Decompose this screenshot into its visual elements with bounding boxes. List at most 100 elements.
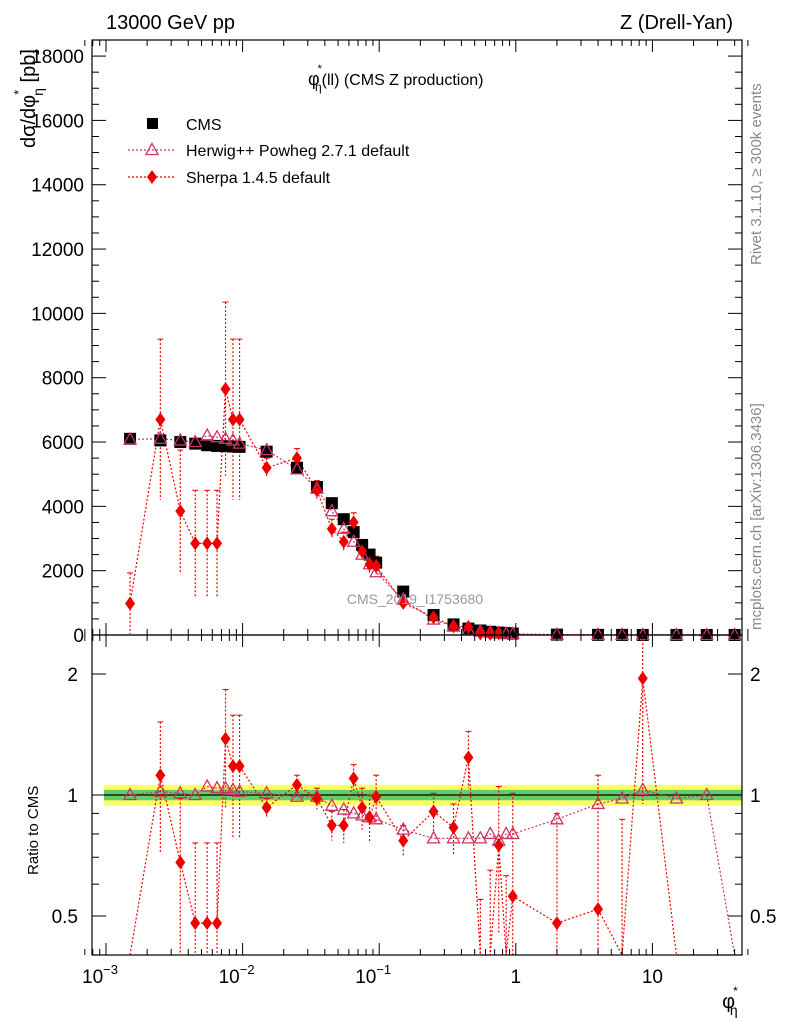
legend-entry-herwig: Herwig++ Powheg 2.7.1 default	[128, 142, 410, 160]
main-herwig-point	[209, 429, 225, 443]
ratio-sherpa-point	[220, 731, 231, 746]
ratio-sherpa-point	[202, 916, 213, 931]
main-herwig-point	[173, 432, 188, 446]
ratio-sherpa-point	[348, 771, 359, 786]
main-sherpa-point	[485, 626, 496, 641]
legend-label-sherpa: Sherpa 1.4.5 default	[186, 170, 331, 187]
ratio-herwig-point	[473, 830, 488, 844]
ratio-herwig-point	[232, 783, 247, 797]
x-tick-label: 10−3	[82, 962, 118, 988]
ratio-sherpa-point	[234, 759, 245, 774]
main-sherpa-point	[357, 544, 368, 559]
ratio-herwig-point	[355, 807, 370, 821]
main-sherpa-point	[326, 521, 337, 536]
legend-entry-sherpa: Sherpa 1.4.5 default	[128, 170, 331, 187]
main-cms-point	[397, 585, 410, 598]
main-sherpa-point	[338, 534, 349, 549]
ratio-sherpa-point	[637, 671, 648, 686]
main-herwig-point	[122, 431, 138, 445]
main-y-tick-label: 4000	[42, 497, 84, 518]
ratio-herwig-line	[129, 785, 736, 956]
ratio-herwig-point	[122, 787, 138, 801]
analysis-watermark: CMS_2019_I1753680	[347, 591, 483, 607]
ratio-herwig-point	[218, 780, 233, 794]
ratio-herwig-point	[426, 830, 441, 844]
ratio-sherpa-point	[311, 791, 322, 806]
main-sherpa-point	[202, 536, 213, 551]
ratio-sherpa-line	[129, 678, 735, 958]
ratio-sherpa-point	[155, 768, 166, 783]
main-cms-point	[337, 513, 350, 526]
ratio-herwig-point	[209, 780, 225, 794]
main-sherpa-point	[212, 536, 223, 551]
ratio-y-tick-label-left: 2	[67, 665, 78, 686]
ratio-y-axis-label: Ratio to CMS	[25, 786, 42, 875]
main-sherpa-point	[234, 412, 245, 427]
header-left-text: 13000 GeV pp	[106, 12, 235, 34]
main-herwig-point	[259, 442, 274, 456]
main-herwig-point	[200, 427, 215, 441]
ratio-sherpa-point	[428, 804, 439, 819]
main-cms-point	[347, 526, 360, 539]
mcplots-source-text: mcplots.cern.ch [arXiv:1306.3436]	[748, 403, 765, 630]
ratio-herwig-point	[259, 785, 274, 799]
ratio-sherpa-point	[212, 916, 223, 931]
ratio-herwig-point	[615, 790, 630, 804]
ratio-herwig-point	[336, 801, 351, 815]
ratio-sherpa-point	[493, 838, 504, 853]
legend-entry-cms: CMS	[147, 117, 222, 134]
x-tick-label: 10	[642, 967, 663, 988]
main-herwig-point	[225, 432, 241, 446]
main-herwig-point	[336, 521, 351, 535]
main-y-tick-label: 12000	[31, 240, 84, 261]
main-panel: 0 2000 4000 6000 8000 10000 12000 14000 16000 180…	[11, 39, 749, 647]
ratio-axis-ticks: 10−3 10−2 10−1 1 10 0.5 0.5 1 1 2 2	[52, 635, 776, 988]
main-herwig-point	[324, 503, 339, 517]
ratio-sherpa-point	[357, 800, 368, 815]
ratio-y-tick-label-left: 1	[67, 786, 78, 807]
main-herwig-point	[289, 461, 305, 475]
main-cms-point	[124, 432, 137, 445]
main-herwig-point	[188, 434, 203, 448]
main-sherpa-point	[475, 626, 486, 641]
main-y-tick-label: 0	[73, 626, 84, 647]
ratio-sherpa-point	[507, 889, 518, 904]
main-y-axis-label: dσ/dφ* η [pb]	[11, 49, 46, 148]
ratio-y-tick-label-right: 0.5	[750, 907, 776, 928]
main-herwig-point	[346, 533, 361, 547]
main-cms-point	[290, 461, 303, 474]
ratio-herwig-point	[461, 830, 476, 844]
ratio-sherpa-point	[291, 777, 302, 792]
legend-marker-sherpa	[147, 170, 157, 184]
ratio-y-tick-label-right: 1	[750, 786, 761, 807]
ratio-herwig-point	[699, 787, 714, 801]
main-y-tick-label: 6000	[42, 433, 84, 454]
main-sherpa-point	[261, 460, 272, 475]
ratio-herwig-point	[173, 785, 188, 799]
ratio-herwig-point	[225, 781, 241, 795]
x-tick-label: 1	[511, 967, 522, 988]
main-herwig-point	[699, 627, 714, 641]
ratio-sherpa-point	[190, 916, 201, 931]
main-sherpa-point	[463, 619, 474, 634]
main-series-layer	[122, 301, 742, 641]
ratio-y-tick-label-left: 0.5	[52, 907, 78, 928]
main-sherpa-point	[448, 619, 459, 634]
main-y-tick-label: 14000	[31, 176, 84, 197]
main-sherpa-point	[428, 610, 439, 625]
ratio-sherpa-point	[398, 833, 409, 848]
main-sherpa-point	[311, 483, 322, 498]
ratio-herwig-point	[346, 805, 361, 819]
main-sherpa-point	[190, 536, 201, 551]
ratio-sherpa-point	[227, 759, 238, 774]
main-herwig-point	[369, 564, 384, 578]
ratio-sherpa-point	[338, 818, 349, 833]
main-cms-point	[325, 497, 338, 510]
header-right-text: Z (Drell-Yan)	[620, 12, 733, 34]
plot-title: φ* η(ll) (CMS Z production)	[308, 63, 483, 94]
ratio-sherpa-point	[463, 750, 474, 765]
x-tick-label: 10−1	[355, 962, 391, 988]
legend-marker-cms	[147, 118, 158, 129]
